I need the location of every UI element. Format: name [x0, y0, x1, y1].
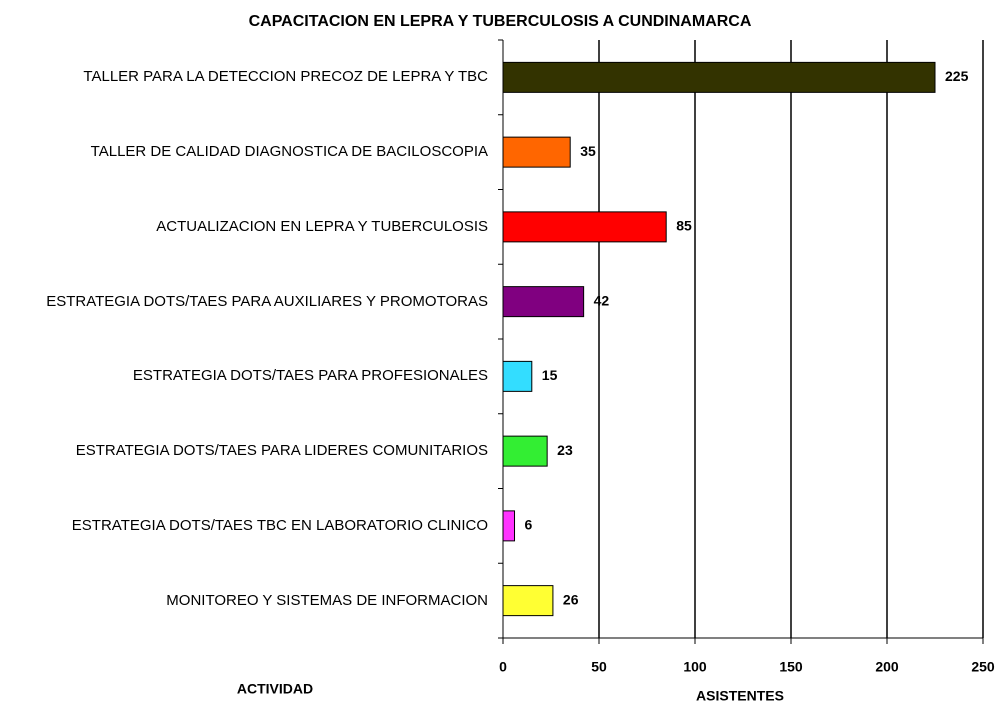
y-tick-label: TALLER DE CALIDAD DIAGNOSTICA DE BACILOS…	[90, 143, 488, 161]
bar	[502, 510, 516, 542]
y-tick-label: ESTRATEGIA DOTS/TAES TBC EN LABORATORIO …	[71, 516, 488, 534]
value-label: 225	[945, 68, 969, 84]
bar	[502, 435, 548, 467]
y-tick-label: ESTRATEGIA DOTS/TAES PARA AUXILIARES Y P…	[46, 292, 488, 310]
y-tick-label: ESTRATEGIA DOTS/TAES PARA LIDERES COMUNI…	[75, 442, 488, 460]
bar	[502, 61, 936, 93]
x-tick-label: 150	[779, 659, 803, 675]
bar	[502, 286, 585, 318]
bar	[502, 136, 571, 168]
value-label: 23	[557, 442, 573, 458]
y-axis-label: ACTIVIDAD	[237, 681, 313, 697]
value-label: 85	[676, 218, 692, 234]
value-label: 15	[542, 367, 558, 383]
x-axis-label: ASISTENTES	[696, 688, 784, 704]
y-tick-label: ESTRATEGIA DOTS/TAES PARA PROFESIONALES	[132, 367, 488, 385]
y-tick-label: ACTUALIZACION EN LEPRA Y TUBERCULOSIS	[156, 217, 488, 235]
x-tick-label: 50	[591, 659, 607, 675]
x-tick-label: 250	[971, 659, 995, 675]
y-tick-label: MONITOREO Y SISTEMAS DE INFORMACION	[166, 591, 488, 609]
chart-title: CAPACITACION EN LEPRA Y TUBERCULOSIS A C…	[249, 13, 752, 30]
x-tick-label: 200	[875, 659, 899, 675]
bar	[502, 211, 667, 243]
x-tick-label: 100	[683, 659, 707, 675]
y-tick-label: TALLER PARA LA DETECCION PRECOZ DE LEPRA…	[83, 68, 488, 86]
value-label: 6	[525, 517, 533, 533]
bar	[502, 360, 533, 392]
x-tick-label: 0	[499, 659, 507, 675]
value-label: 35	[580, 143, 596, 159]
bar	[502, 585, 554, 617]
value-label: 26	[563, 591, 579, 607]
value-label: 42	[594, 292, 610, 308]
